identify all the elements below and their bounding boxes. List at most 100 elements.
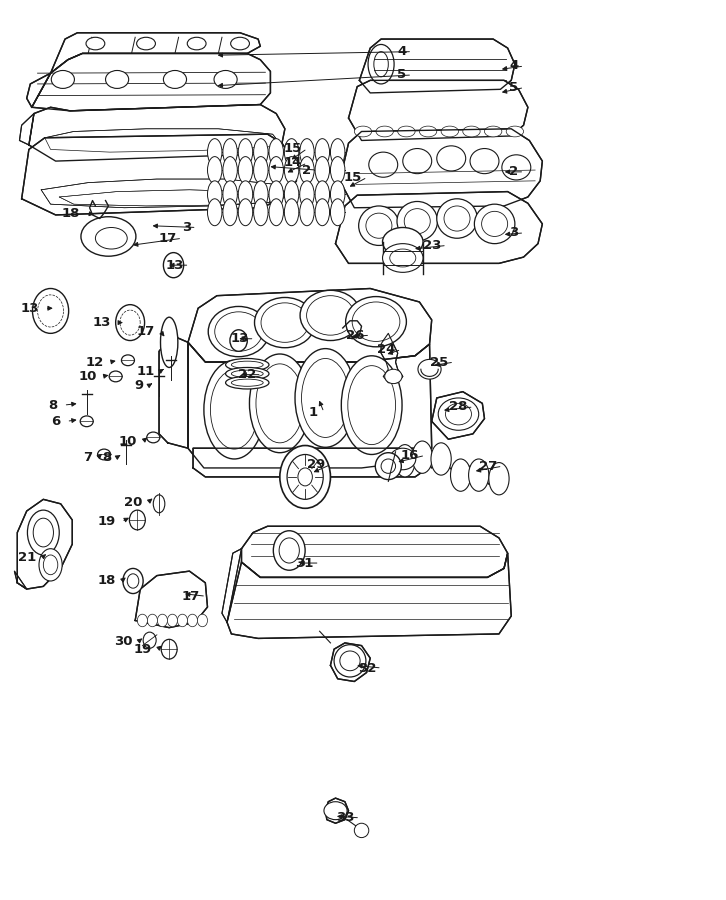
Ellipse shape bbox=[115, 304, 144, 340]
Ellipse shape bbox=[147, 614, 158, 626]
Text: 19: 19 bbox=[97, 516, 115, 528]
Ellipse shape bbox=[86, 37, 105, 50]
Ellipse shape bbox=[160, 317, 178, 367]
Ellipse shape bbox=[238, 157, 253, 184]
Ellipse shape bbox=[300, 139, 314, 166]
Ellipse shape bbox=[330, 199, 345, 226]
Polygon shape bbox=[193, 448, 428, 477]
Text: 12: 12 bbox=[86, 356, 104, 369]
Ellipse shape bbox=[315, 139, 330, 166]
Ellipse shape bbox=[163, 253, 184, 278]
Text: 24: 24 bbox=[378, 343, 396, 356]
Ellipse shape bbox=[287, 454, 323, 500]
Ellipse shape bbox=[341, 356, 402, 454]
Text: 1: 1 bbox=[309, 406, 318, 419]
Ellipse shape bbox=[385, 369, 402, 383]
Ellipse shape bbox=[255, 298, 315, 347]
Ellipse shape bbox=[95, 228, 127, 249]
Text: 32: 32 bbox=[358, 662, 376, 674]
Ellipse shape bbox=[161, 639, 177, 659]
Ellipse shape bbox=[334, 644, 366, 677]
Ellipse shape bbox=[208, 306, 269, 356]
Ellipse shape bbox=[273, 531, 305, 571]
Polygon shape bbox=[45, 129, 277, 152]
Ellipse shape bbox=[136, 37, 155, 50]
Polygon shape bbox=[359, 39, 515, 93]
Ellipse shape bbox=[215, 311, 263, 351]
Ellipse shape bbox=[315, 199, 330, 226]
Ellipse shape bbox=[177, 614, 187, 626]
Ellipse shape bbox=[187, 37, 206, 50]
Ellipse shape bbox=[208, 157, 222, 184]
Ellipse shape bbox=[462, 126, 480, 137]
Text: 3: 3 bbox=[182, 221, 191, 234]
Ellipse shape bbox=[208, 199, 222, 226]
Ellipse shape bbox=[279, 538, 299, 563]
Text: 31: 31 bbox=[295, 556, 314, 570]
Ellipse shape bbox=[127, 574, 139, 589]
Polygon shape bbox=[330, 643, 370, 681]
Text: 5: 5 bbox=[510, 81, 518, 94]
Text: 30: 30 bbox=[115, 634, 133, 648]
Polygon shape bbox=[27, 73, 51, 107]
Ellipse shape bbox=[231, 37, 250, 50]
Ellipse shape bbox=[374, 51, 388, 76]
Ellipse shape bbox=[109, 371, 122, 382]
Ellipse shape bbox=[300, 291, 361, 340]
Text: 13: 13 bbox=[93, 316, 111, 329]
Polygon shape bbox=[227, 554, 511, 638]
Polygon shape bbox=[41, 179, 287, 208]
Text: 15: 15 bbox=[343, 171, 362, 184]
Polygon shape bbox=[51, 32, 261, 73]
Ellipse shape bbox=[147, 432, 160, 443]
Ellipse shape bbox=[369, 152, 398, 177]
Ellipse shape bbox=[158, 614, 168, 626]
Ellipse shape bbox=[223, 139, 237, 166]
Text: 19: 19 bbox=[134, 643, 152, 656]
Ellipse shape bbox=[285, 181, 299, 208]
Ellipse shape bbox=[269, 181, 283, 208]
Ellipse shape bbox=[129, 510, 145, 530]
Ellipse shape bbox=[280, 446, 330, 508]
Ellipse shape bbox=[28, 510, 60, 555]
Text: 2: 2 bbox=[510, 166, 518, 178]
Ellipse shape bbox=[330, 181, 345, 208]
Ellipse shape bbox=[502, 155, 531, 180]
Ellipse shape bbox=[256, 364, 303, 443]
Ellipse shape bbox=[298, 468, 312, 486]
Ellipse shape bbox=[253, 199, 268, 226]
Ellipse shape bbox=[390, 448, 416, 470]
Text: 10: 10 bbox=[78, 370, 97, 382]
Text: 25: 25 bbox=[430, 356, 449, 369]
Ellipse shape bbox=[269, 139, 283, 166]
Polygon shape bbox=[381, 333, 403, 382]
Polygon shape bbox=[159, 335, 188, 448]
Ellipse shape bbox=[354, 824, 369, 838]
Ellipse shape bbox=[481, 212, 507, 237]
Polygon shape bbox=[340, 129, 542, 208]
Ellipse shape bbox=[168, 614, 177, 626]
Text: 3: 3 bbox=[509, 227, 518, 239]
Text: 2: 2 bbox=[302, 164, 311, 176]
Ellipse shape bbox=[269, 157, 283, 184]
Ellipse shape bbox=[295, 348, 356, 447]
Ellipse shape bbox=[143, 632, 156, 648]
Ellipse shape bbox=[451, 459, 470, 491]
Ellipse shape bbox=[238, 199, 253, 226]
Text: 8: 8 bbox=[102, 451, 111, 464]
Ellipse shape bbox=[232, 370, 264, 377]
Ellipse shape bbox=[390, 249, 416, 267]
Ellipse shape bbox=[437, 146, 465, 171]
Text: 21: 21 bbox=[18, 551, 36, 564]
Text: 4: 4 bbox=[509, 59, 518, 73]
Ellipse shape bbox=[137, 614, 147, 626]
Text: 10: 10 bbox=[119, 435, 137, 447]
Ellipse shape bbox=[123, 569, 143, 594]
Text: 17: 17 bbox=[136, 325, 155, 338]
Polygon shape bbox=[29, 104, 285, 161]
Ellipse shape bbox=[187, 614, 197, 626]
Ellipse shape bbox=[383, 228, 423, 256]
Polygon shape bbox=[222, 549, 242, 622]
Polygon shape bbox=[432, 392, 484, 439]
Ellipse shape bbox=[39, 549, 62, 581]
